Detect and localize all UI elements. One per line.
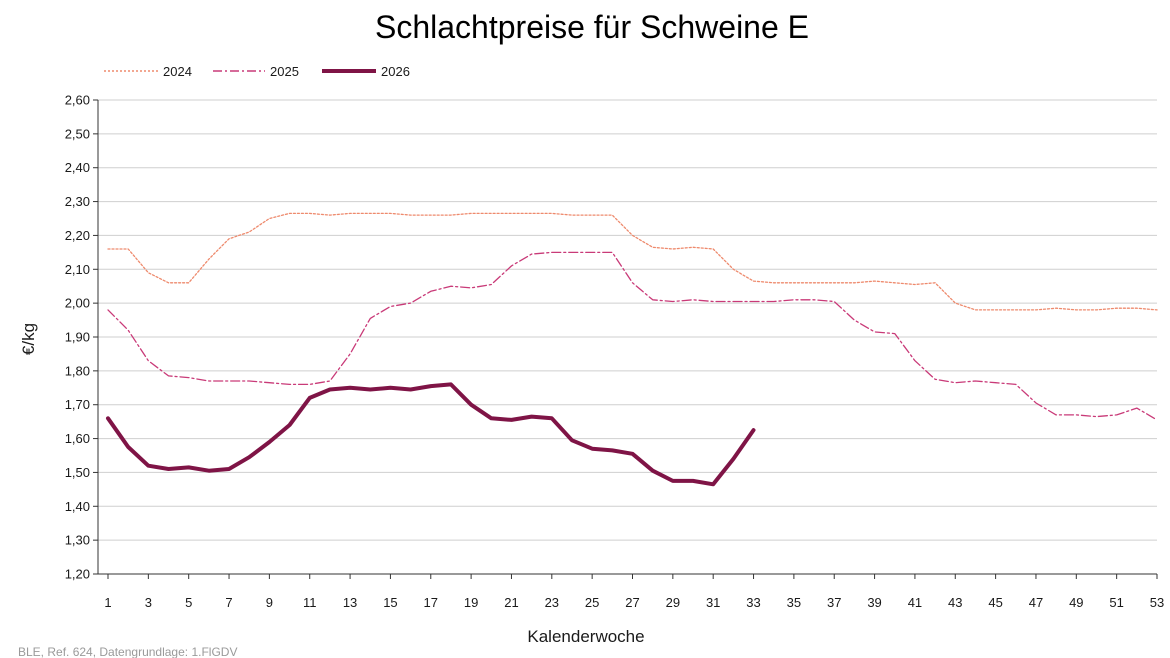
x-tick-label: 3	[145, 595, 152, 610]
x-tick-label: 37	[827, 595, 841, 610]
y-tick-label: 1,90	[65, 330, 90, 345]
y-tick-label: 2,30	[65, 194, 90, 209]
x-tick-label: 23	[545, 595, 559, 610]
source-note: BLE, Ref. 624, Datengrundlage: 1.FlGDV	[18, 645, 237, 658]
x-tick-label: 49	[1069, 595, 1083, 610]
x-tick-label: 47	[1029, 595, 1043, 610]
y-axis-label: €/kg	[19, 323, 38, 355]
x-tick-label: 11	[303, 595, 317, 610]
x-tick-label: 5	[185, 595, 192, 610]
gridlines	[98, 99, 1157, 541]
x-tick-label: 9	[266, 595, 273, 610]
y-tick-label: 2,10	[65, 262, 90, 277]
y-tick-label: 1,60	[65, 431, 90, 446]
x-tick-label: 17	[424, 595, 438, 610]
x-tick-label: 41	[908, 595, 922, 610]
y-tick-label: 2,60	[65, 93, 90, 108]
x-tick-label: 7	[225, 595, 232, 610]
x-tick-label: 13	[343, 595, 357, 610]
x-tick-label: 45	[988, 595, 1002, 610]
series-line-2025	[107, 251, 1158, 421]
x-tick-label: 39	[867, 595, 881, 610]
x-tick-label: 27	[625, 595, 639, 610]
x-tick-label: 35	[787, 595, 801, 610]
legend-label-2026: 2026	[381, 64, 410, 79]
y-tick-label: 2,50	[65, 126, 90, 141]
x-tick-label: 53	[1150, 595, 1164, 610]
y-tick-label: 1,40	[65, 499, 90, 514]
y-tick-label: 2,20	[65, 228, 90, 243]
legend-label-2024: 2024	[163, 64, 192, 79]
x-tick-label: 1	[104, 595, 111, 610]
x-tick-label: 21	[504, 595, 518, 610]
x-tick-label: 51	[1109, 595, 1123, 610]
series-line-2026	[106, 382, 756, 487]
y-tick-label: 1,70	[65, 397, 90, 412]
x-tick-label: 43	[948, 595, 962, 610]
y-tick-label: 1,80	[65, 363, 90, 378]
y-tick-label: 1,30	[65, 533, 90, 548]
x-tick-label: 31	[706, 595, 720, 610]
x-tick-label: 25	[585, 595, 599, 610]
y-axis: 1,20 1,30 1,40 1,50 1,60 1,70 1,80 1,90 2,00 2,10…	[65, 93, 99, 582]
x-tick-label: 15	[383, 595, 397, 610]
legend: 2024 2025 2026	[104, 64, 410, 79]
y-tick-label: 1,50	[65, 465, 90, 480]
series-line-2024	[107, 212, 1158, 311]
x-tick-label: 33	[746, 595, 760, 610]
x-axis: 1 3 5 7 9 11 13 15 17 19 21 23 25 27 29 31 33 35 37 39 41 43 4…	[98, 573, 1164, 610]
x-tick-label: 19	[464, 595, 478, 610]
series-lines	[106, 212, 1158, 487]
chart-title: Schlachtpreise für Schweine E	[375, 9, 809, 45]
x-axis-label: Kalenderwoche	[527, 627, 644, 646]
y-tick-label: 1,20	[65, 567, 90, 582]
y-tick-label: 2,40	[65, 160, 90, 175]
x-tick-label: 29	[666, 595, 680, 610]
legend-label-2025: 2025	[270, 64, 299, 79]
y-tick-label: 2,00	[65, 296, 90, 311]
